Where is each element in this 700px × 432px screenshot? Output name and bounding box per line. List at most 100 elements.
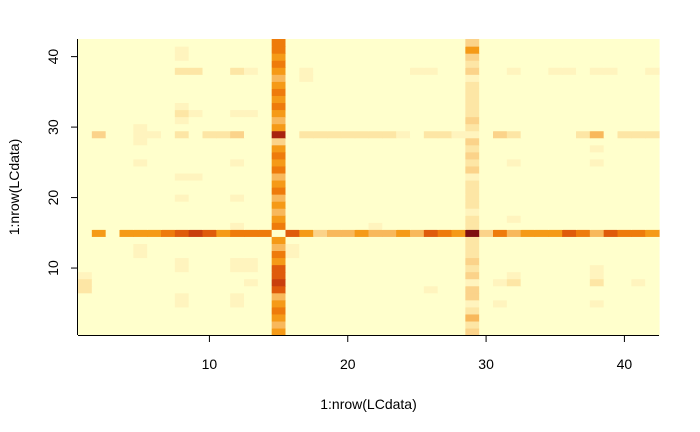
heatmap-cell xyxy=(161,116,176,125)
heatmap-cell xyxy=(617,250,632,259)
heatmap-cell xyxy=(354,285,370,294)
heatmap-cell xyxy=(327,229,342,237)
heatmap-cell xyxy=(161,67,176,75)
heatmap-cell xyxy=(437,194,453,202)
heatmap-cell xyxy=(506,137,522,146)
heatmap-cell xyxy=(396,229,411,237)
heatmap-cell xyxy=(562,299,577,308)
heatmap-cell xyxy=(105,179,121,188)
heatmap-cell xyxy=(382,88,397,96)
heatmap-cell xyxy=(257,313,273,322)
heatmap-cell xyxy=(147,243,162,252)
heatmap-cell xyxy=(105,250,121,259)
heatmap-cell xyxy=(589,109,605,118)
heatmap-cell xyxy=(576,250,591,259)
heatmap-cell xyxy=(465,158,480,167)
heatmap-cell xyxy=(437,299,453,308)
heatmap-cell xyxy=(340,229,356,237)
heatmap-cell xyxy=(562,285,577,294)
heatmap-cell xyxy=(105,285,121,294)
heatmap-cell xyxy=(493,313,508,322)
heatmap-cell xyxy=(396,292,411,301)
heatmap-cell xyxy=(257,250,273,259)
heatmap-cell xyxy=(230,299,245,308)
heatmap-cell xyxy=(437,102,453,111)
heatmap-cell xyxy=(147,158,162,167)
heatmap-cell xyxy=(354,179,370,188)
heatmap-cell xyxy=(382,250,397,259)
heatmap-cell xyxy=(520,285,536,294)
heatmap-cell xyxy=(216,264,231,273)
heatmap-cell xyxy=(271,292,287,301)
heatmap-cell xyxy=(340,222,356,230)
heatmap-cell xyxy=(520,187,536,195)
heatmap-cell xyxy=(631,250,646,259)
heatmap-cell xyxy=(340,151,356,160)
x-tick-label: 10 xyxy=(202,356,218,372)
heatmap-cell xyxy=(437,158,453,167)
heatmap-cell xyxy=(576,236,591,244)
heatmap-cell xyxy=(645,306,660,315)
heatmap-cell xyxy=(91,102,107,111)
heatmap-cell xyxy=(506,299,522,308)
heatmap-cell xyxy=(91,46,107,54)
heatmap-cell xyxy=(382,39,397,47)
heatmap-cell xyxy=(161,123,176,132)
heatmap-cell xyxy=(589,88,605,96)
heatmap-cell xyxy=(119,229,134,237)
heatmap-cell xyxy=(631,208,646,216)
heatmap-cell xyxy=(244,88,259,96)
heatmap-cell xyxy=(147,88,162,96)
heatmap-cell xyxy=(548,208,563,216)
heatmap-cell xyxy=(230,137,245,146)
heatmap-cell xyxy=(576,39,591,47)
heatmap-cell xyxy=(216,67,231,75)
heatmap-cell xyxy=(230,60,245,68)
heatmap-cell xyxy=(133,313,148,322)
heatmap-cell xyxy=(562,88,577,96)
heatmap-cell xyxy=(562,222,577,230)
heatmap-cell xyxy=(340,88,356,96)
heatmap-cell xyxy=(299,95,314,104)
heatmap-cell xyxy=(506,222,522,230)
heatmap-cell xyxy=(354,46,370,54)
heatmap-cell xyxy=(216,81,231,89)
heatmap-cell xyxy=(603,172,619,181)
heatmap-cell xyxy=(534,74,549,82)
heatmap-cell xyxy=(271,179,287,188)
heatmap-cell xyxy=(271,88,287,96)
heatmap-cell xyxy=(548,60,563,68)
heatmap-cell xyxy=(202,123,217,132)
heatmap-cell xyxy=(216,299,231,308)
heatmap-cell xyxy=(603,53,619,61)
heatmap-cell xyxy=(271,95,287,104)
heatmap-cell xyxy=(410,60,425,68)
heatmap-cell xyxy=(423,88,439,96)
heatmap-cell xyxy=(230,313,245,322)
heatmap-cell xyxy=(410,187,425,195)
heatmap-cell xyxy=(479,257,494,266)
heatmap-cell xyxy=(161,53,176,61)
heatmap-cell xyxy=(437,313,453,322)
heatmap-cell xyxy=(506,194,522,202)
heatmap-cell xyxy=(423,243,439,252)
heatmap-cell xyxy=(451,243,466,252)
heatmap-cell xyxy=(465,194,480,202)
heatmap-cell xyxy=(493,95,508,104)
heatmap-cell xyxy=(631,285,646,294)
heatmap-cell xyxy=(631,137,646,146)
heatmap-cell xyxy=(576,74,591,82)
heatmap-cell xyxy=(327,285,342,294)
heatmap-cell xyxy=(188,292,204,301)
heatmap-cell xyxy=(534,201,549,209)
heatmap-cell xyxy=(78,271,93,280)
heatmap-cell xyxy=(576,271,591,280)
heatmap-cell xyxy=(174,53,190,61)
heatmap-cell xyxy=(285,264,300,273)
heatmap-cell xyxy=(437,151,453,160)
heatmap-cell xyxy=(313,102,328,111)
heatmap-cell xyxy=(327,222,342,230)
heatmap-cell xyxy=(271,46,287,54)
heatmap-cell xyxy=(299,243,314,252)
heatmap-cell xyxy=(299,306,314,315)
